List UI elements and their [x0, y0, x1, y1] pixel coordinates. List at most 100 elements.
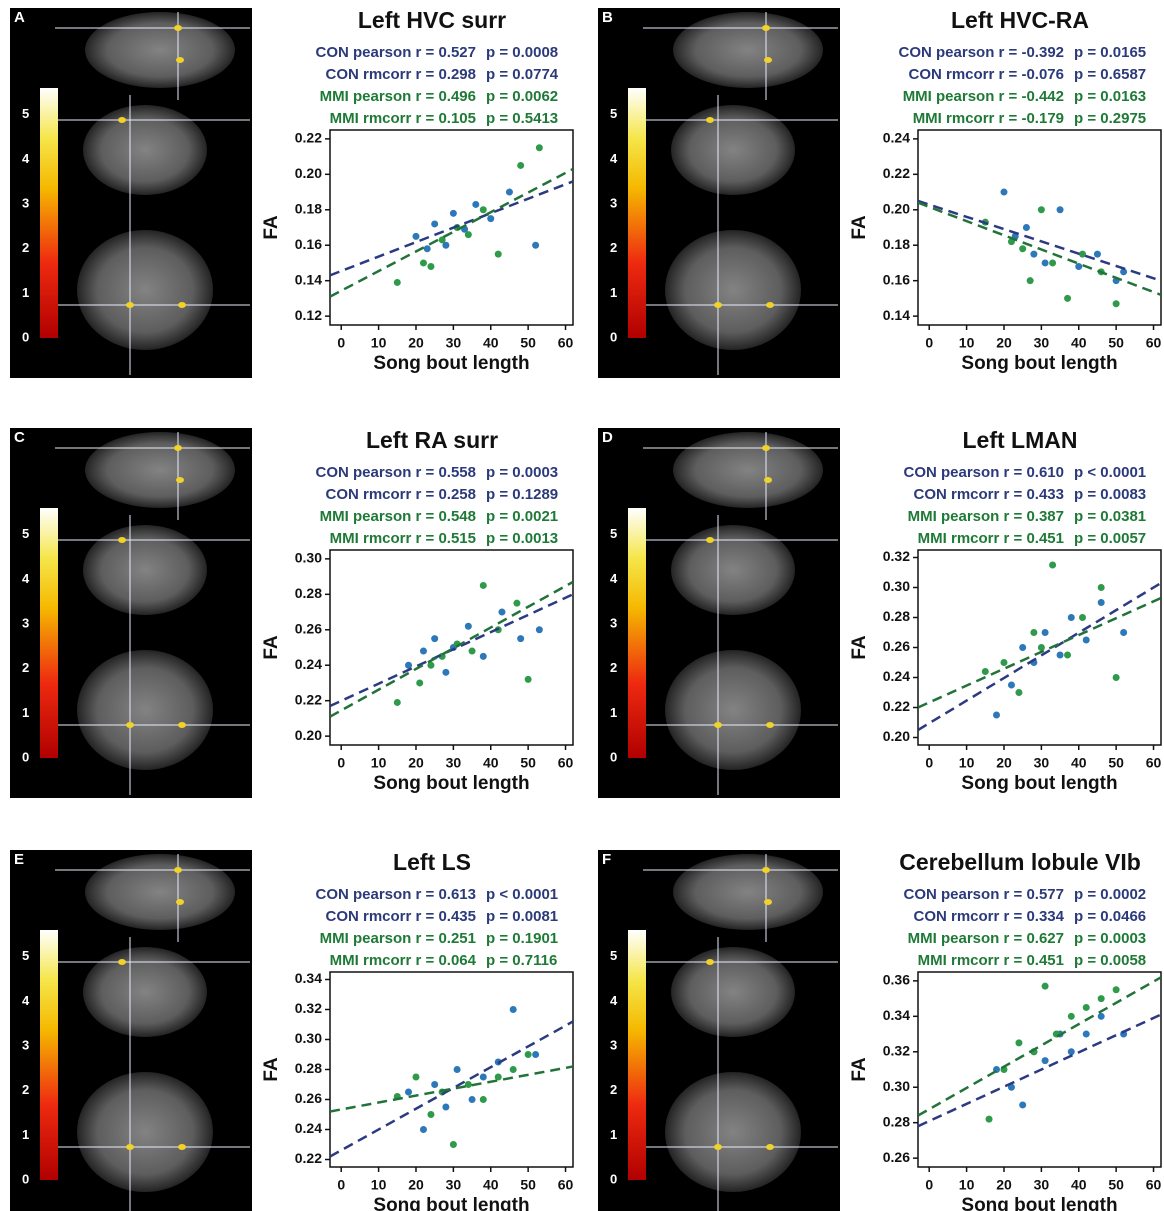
x-tick-label: 40: [483, 335, 499, 351]
x-tick-label: 60: [558, 335, 574, 351]
data-point: [1082, 636, 1090, 644]
data-point: [393, 278, 401, 286]
fit-line: [330, 167, 573, 298]
plot: 0.20 0.22 0.24 0.26 0.28 0.30 0.32 0 10 20 30 40 50 6…: [849, 548, 1162, 794]
data-point: [419, 647, 427, 655]
x-tick-label: 50: [1108, 335, 1124, 351]
data-point: [1097, 1012, 1105, 1020]
data-point: [517, 635, 525, 643]
plot: 0.12 0.14 0.16 0.18 0.20 0.22 0 10 20 30 40 50 60 Son…: [261, 129, 574, 374]
data-point: [449, 209, 457, 217]
y-tick-label: 0.26: [295, 1090, 322, 1106]
x-tick-label: 0: [925, 755, 933, 771]
y-tick-label: 0.18: [883, 236, 910, 252]
y-tick-label: 0.34: [295, 970, 322, 986]
x-tick-label: 20: [996, 335, 1012, 351]
stat-label: MMI rmcorr r = 0.064: [330, 952, 477, 969]
data-point: [1007, 681, 1015, 689]
data-point: [513, 599, 521, 607]
x-tick-label: 40: [1071, 755, 1087, 771]
activation: [126, 302, 134, 308]
chart-title: Left LS: [393, 849, 471, 875]
panel-letter: B: [602, 9, 613, 26]
stat-label: MMI pearson r = 0.251: [320, 930, 476, 947]
data-point: [442, 1103, 450, 1111]
y-tick-label: 0.24: [883, 130, 910, 146]
data-point: [479, 1073, 487, 1081]
activation: [118, 959, 126, 965]
panel-letter: C: [14, 429, 25, 446]
y-tick-label: 0.22: [295, 130, 322, 146]
brain-slice: [673, 12, 823, 88]
y-tick-label: 0.28: [883, 608, 910, 624]
fit-line: [918, 201, 1161, 297]
panel: E 0 1 2 3 4 5 Left LS CON pearson r = 0.613 p < 0…: [10, 849, 574, 1211]
x-axis-label: Song bout length: [373, 1195, 529, 1211]
data-point: [405, 1088, 413, 1096]
colorbar-tick-label: 4: [610, 571, 618, 586]
data-point: [981, 668, 989, 675]
data-point: [1041, 982, 1049, 990]
data-point: [1041, 1057, 1049, 1065]
brain-slice: [671, 105, 795, 195]
data-point: [1064, 294, 1072, 302]
colorbar-tick-label: 3: [610, 1038, 617, 1053]
data-point: [427, 661, 435, 669]
activation: [706, 959, 714, 965]
data-point: [1112, 300, 1120, 308]
brain-slice: [85, 854, 235, 930]
activation: [176, 477, 184, 483]
stat-label: MMI rmcorr r = 0.515: [330, 530, 476, 547]
panel: C 0 1 2 3 4 5 Left RA surr CON pearson r = 0.558…: [10, 427, 574, 798]
data-point: [412, 1073, 420, 1081]
colorbar: [40, 930, 58, 1180]
stat-label: CON rmcorr r = 0.433: [914, 486, 1065, 503]
plot: 0.26 0.28 0.30 0.32 0.34 0.36 0 10 20 30 40 50 60 Son…: [849, 971, 1162, 1211]
activation: [762, 25, 770, 31]
plot: 0.20 0.22 0.24 0.26 0.28 0.30 0 10 20 30 40 50 60 Son…: [261, 549, 574, 794]
x-tick-label: 10: [959, 335, 975, 351]
brain-slice: [83, 947, 207, 1037]
brain-slice: [83, 105, 207, 195]
stat-label: MMI pearson r = 0.548: [320, 508, 476, 525]
data-point: [532, 1051, 540, 1058]
chart-title: Left RA surr: [366, 427, 498, 453]
stat-label: MMI rmcorr r = 0.105: [330, 110, 476, 127]
data-point: [1097, 995, 1105, 1003]
data-point: [1097, 599, 1105, 606]
y-tick-label: 0.24: [883, 668, 910, 684]
x-tick-label: 60: [1146, 335, 1162, 351]
plot-frame: [329, 549, 574, 746]
stat-p: p = 0.2975: [1074, 110, 1146, 127]
colorbar-tick-label: 5: [22, 526, 29, 541]
data-point: [412, 232, 420, 240]
y-tick-label: 0.30: [883, 578, 910, 594]
data-point: [416, 679, 424, 687]
stat-label: CON pearson r = 0.527: [316, 44, 477, 61]
brain-slice: [673, 854, 823, 930]
y-tick-label: 0.36: [883, 972, 910, 988]
y-tick-label: 0.22: [295, 1150, 322, 1166]
colorbar-tick-label: 0: [610, 749, 617, 764]
y-tick-label: 0.26: [883, 638, 910, 654]
colorbar-tick-label: 3: [22, 616, 29, 631]
fit-line: [918, 581, 1161, 732]
colorbar-tick-label: 4: [610, 151, 618, 166]
y-tick-label: 0.20: [883, 728, 910, 744]
brain-slice: [671, 525, 795, 615]
y-axis-label: FA: [849, 1057, 870, 1082]
brain-slice: [665, 1072, 801, 1192]
activation: [762, 867, 770, 873]
activation: [714, 302, 722, 308]
data-point: [1030, 629, 1038, 636]
x-tick-label: 30: [1034, 1177, 1050, 1193]
data-point: [1049, 259, 1057, 267]
data-point: [442, 241, 450, 249]
data-point: [472, 200, 480, 208]
y-tick-label: 0.22: [295, 691, 322, 707]
y-tick-label: 0.22: [883, 698, 910, 714]
colorbar-tick-label: 3: [610, 616, 617, 631]
x-tick-label: 0: [925, 335, 933, 351]
y-tick-label: 0.12: [295, 307, 322, 323]
x-tick-label: 20: [408, 755, 424, 771]
